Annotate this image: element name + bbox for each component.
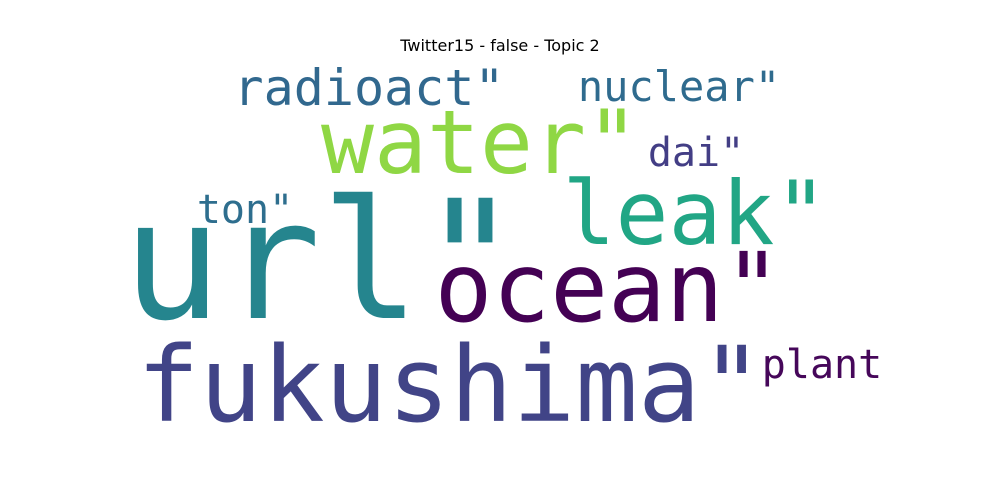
word-radioact: radioact" — [233, 59, 505, 117]
word-water: water" — [321, 91, 639, 194]
word-fukushima: fukushima" — [136, 324, 764, 446]
word-dai: dai" — [647, 130, 745, 176]
chart-title: Twitter15 - false - Topic 2 — [400, 36, 600, 55]
word-url: url" — [122, 165, 520, 357]
word-ocean: ocean" — [434, 232, 782, 344]
word-plant: plant — [761, 342, 883, 388]
word-leak: leak" — [562, 162, 828, 265]
word-ton: ton" — [196, 187, 294, 233]
word-nuclear: nuclear" — [577, 62, 781, 111]
